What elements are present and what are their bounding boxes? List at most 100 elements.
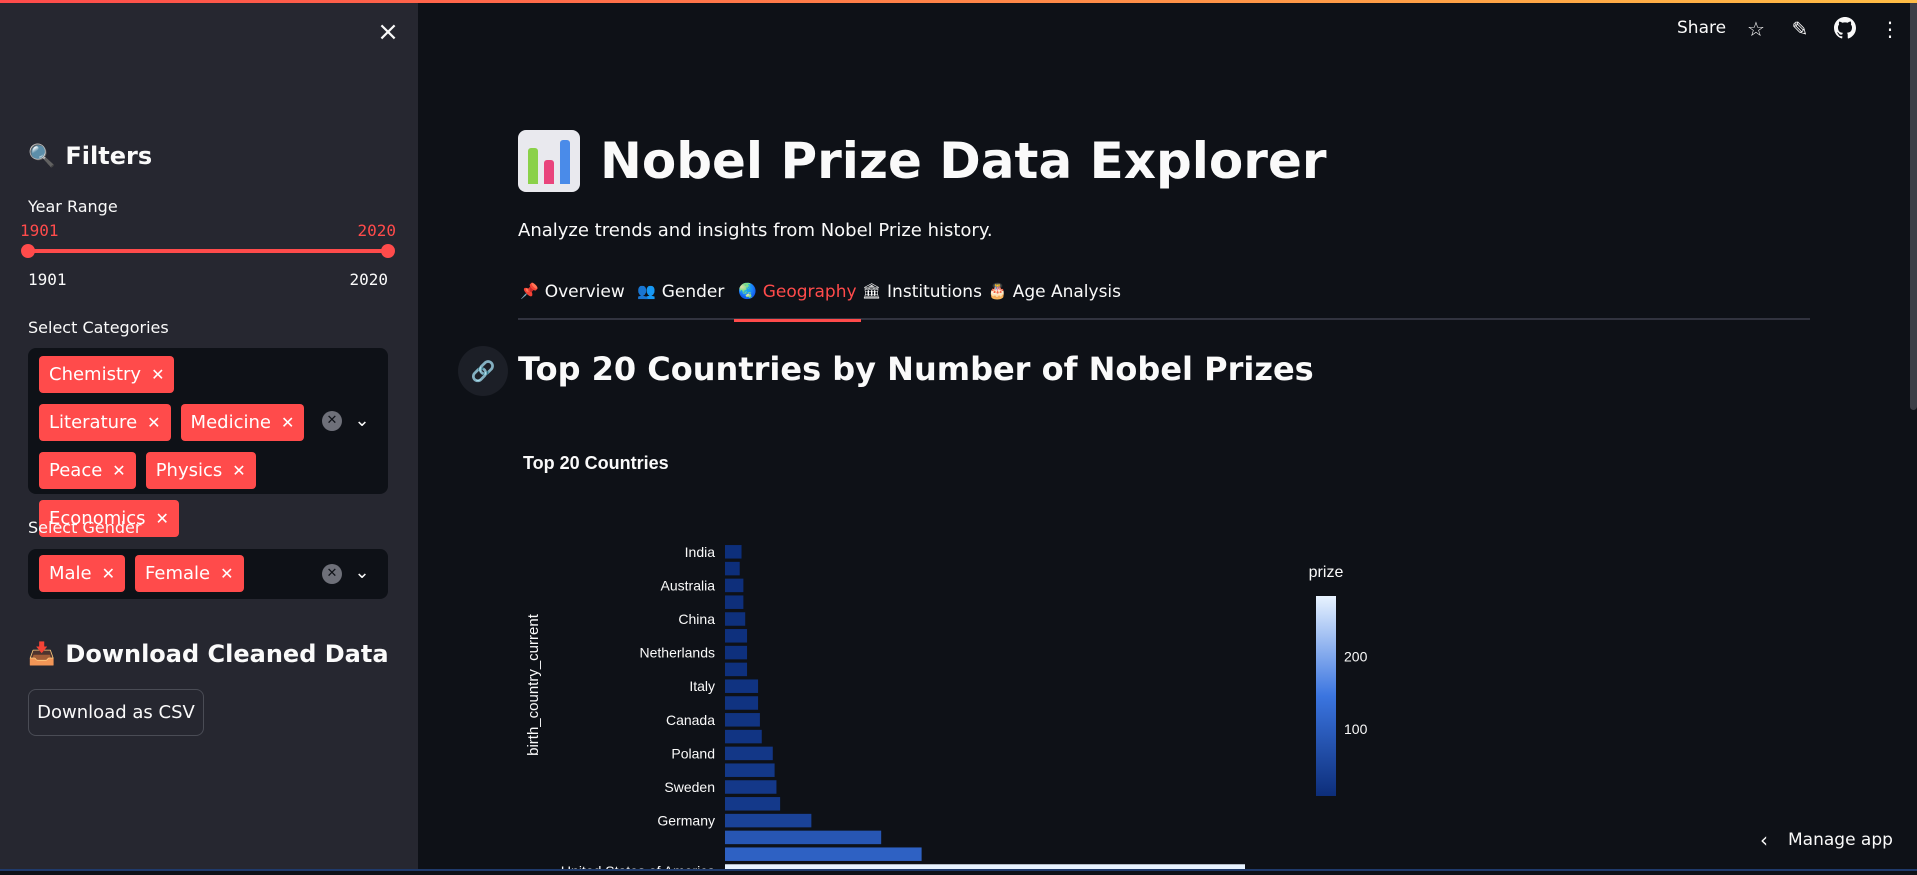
bar — [725, 847, 922, 861]
bar — [725, 713, 760, 727]
year-range-min-handle[interactable] — [21, 244, 35, 258]
remove-male-icon[interactable]: ✕ — [102, 564, 115, 583]
colorbar — [1316, 596, 1336, 796]
gender-multiselect[interactable]: Male✕ Female✕ ✕ ⌄ — [28, 549, 388, 599]
bar — [725, 663, 747, 677]
chip-female: Female✕ — [135, 555, 244, 592]
remove-chemistry-icon[interactable]: ✕ — [151, 365, 164, 384]
bar — [725, 679, 758, 693]
page-title: Nobel Prize Data Explorer — [518, 130, 1327, 192]
chevron-left-icon: ‹ — [1760, 828, 1768, 852]
page-scrollbar[interactable] — [1910, 0, 1917, 410]
y-tick-label: India — [685, 544, 716, 560]
manage-app-label: Manage app — [1788, 830, 1893, 850]
bar-chart-icon — [518, 130, 580, 192]
gender-label: Select Gender — [28, 518, 141, 537]
more-vertical-icon[interactable]: ⋮ — [1878, 17, 1902, 41]
y-tick-label: Sweden — [664, 779, 715, 795]
chip-chemistry: Chemistry✕ — [39, 356, 174, 393]
manage-app-button[interactable]: ‹ Manage app — [1760, 828, 1893, 852]
chip-male: Male✕ — [39, 555, 125, 592]
colorbar-tick-label: 200 — [1344, 648, 1368, 664]
bar — [725, 595, 743, 609]
y-tick-label: Germany — [657, 813, 715, 829]
filters-title: Filters — [65, 142, 152, 170]
chart-tick-labels: United States of AmericaGermanySwedenPol… — [561, 544, 715, 871]
bar — [725, 780, 776, 794]
bar — [725, 562, 740, 576]
section-title: Top 20 Countries by Number of Nobel Priz… — [518, 350, 1314, 388]
chip-literature: Literature✕ — [39, 404, 171, 441]
year-range-track[interactable] — [28, 249, 388, 253]
bar — [725, 814, 811, 828]
bar — [725, 763, 775, 777]
colorbar-ticks: 100 200 — [1344, 648, 1368, 737]
globe-icon: 🌏 — [738, 282, 757, 300]
chip-medicine: Medicine✕ — [181, 404, 305, 441]
bar — [725, 545, 742, 559]
magnifier-icon: 🔍 — [28, 144, 55, 169]
remove-peace-icon[interactable]: ✕ — [112, 461, 125, 480]
tab-gender[interactable]: 👥Gender — [637, 280, 724, 320]
tab-overview[interactable]: 📌Overview — [520, 280, 625, 320]
bar — [725, 747, 773, 761]
chip-peace: Peace✕ — [39, 452, 136, 489]
year-range-max-value: 2020 — [357, 221, 396, 240]
share-button[interactable]: Share — [1677, 18, 1726, 38]
tab-geography[interactable]: 🌏Geography — [738, 280, 857, 320]
remove-economics-icon[interactable]: ✕ — [156, 509, 169, 528]
inbox-tray-icon: 📥 — [28, 642, 55, 667]
y-tick-label: China — [678, 611, 715, 627]
link-icon[interactable]: 🔗 — [458, 346, 508, 396]
chart-title: Top 20 Countries — [523, 453, 669, 473]
pencil-icon[interactable]: ✎ — [1788, 17, 1812, 41]
y-tick-label: Australia — [661, 577, 716, 593]
bar — [725, 831, 881, 845]
chevron-down-icon[interactable]: ⌄ — [352, 411, 372, 431]
bar — [725, 730, 762, 744]
download-csv-button[interactable]: Download as CSV — [28, 689, 204, 736]
chart-svg: Top 20 Countries birth_country_current U… — [518, 440, 1418, 871]
remove-female-icon[interactable]: ✕ — [220, 564, 233, 583]
remove-physics-icon[interactable]: ✕ — [232, 461, 245, 480]
categories-multiselect[interactable]: Chemistry✕ Literature✕ Medicine✕ Peace✕ … — [28, 348, 388, 494]
colorbar-title: prize — [1309, 564, 1344, 581]
bar — [725, 696, 758, 710]
bar — [725, 629, 747, 643]
clear-gender-icon[interactable]: ✕ — [322, 564, 342, 584]
y-tick-label: Italy — [689, 678, 715, 694]
tab-age-analysis[interactable]: 🎂Age Analysis — [988, 280, 1121, 320]
y-tick-label: Canada — [666, 712, 715, 728]
cake-icon: 🎂 — [988, 282, 1007, 300]
sidebar: × 🔍 Filters Year Range 1901 2020 1901 20… — [0, 0, 418, 871]
year-range-max-handle[interactable] — [381, 244, 395, 258]
filters-heading: 🔍 Filters — [28, 142, 152, 170]
people-icon: 👥 — [637, 282, 656, 300]
download-title: Download Cleaned Data — [65, 640, 388, 668]
bar — [725, 612, 745, 626]
close-sidebar-icon[interactable]: × — [376, 20, 400, 44]
download-heading: 📥 Download Cleaned Data — [28, 640, 389, 668]
clear-categories-icon[interactable]: ✕ — [322, 411, 342, 431]
year-range-min-bound: 1901 — [28, 270, 67, 289]
github-icon-svg — [1834, 17, 1856, 39]
chip-physics: Physics✕ — [146, 452, 256, 489]
year-range-values: 1901 2020 — [20, 221, 396, 241]
chart-bars — [725, 545, 1245, 871]
page-subtitle: Analyze trends and insights from Nobel P… — [518, 220, 993, 241]
year-range-max-bound: 2020 — [349, 270, 388, 289]
remove-medicine-icon[interactable]: ✕ — [281, 413, 294, 432]
chevron-down-icon[interactable]: ⌄ — [352, 563, 372, 583]
github-icon[interactable] — [1833, 17, 1857, 41]
tab-bar: 📌Overview 👥Gender 🌏Geography 🏛Institutio… — [518, 280, 1810, 320]
colorbar-tick-label: 100 — [1344, 721, 1368, 737]
bar — [725, 646, 747, 660]
tab-institutions[interactable]: 🏛Institutions — [862, 280, 982, 320]
remove-literature-icon[interactable]: ✕ — [147, 413, 160, 432]
star-icon[interactable]: ☆ — [1744, 17, 1768, 41]
categories-label: Select Categories — [28, 318, 169, 337]
pushpin-icon: 📌 — [520, 282, 539, 300]
top-accent-bar — [0, 0, 1917, 3]
bar — [725, 797, 780, 811]
chart-y-axis-label: birth_country_current — [525, 613, 542, 756]
